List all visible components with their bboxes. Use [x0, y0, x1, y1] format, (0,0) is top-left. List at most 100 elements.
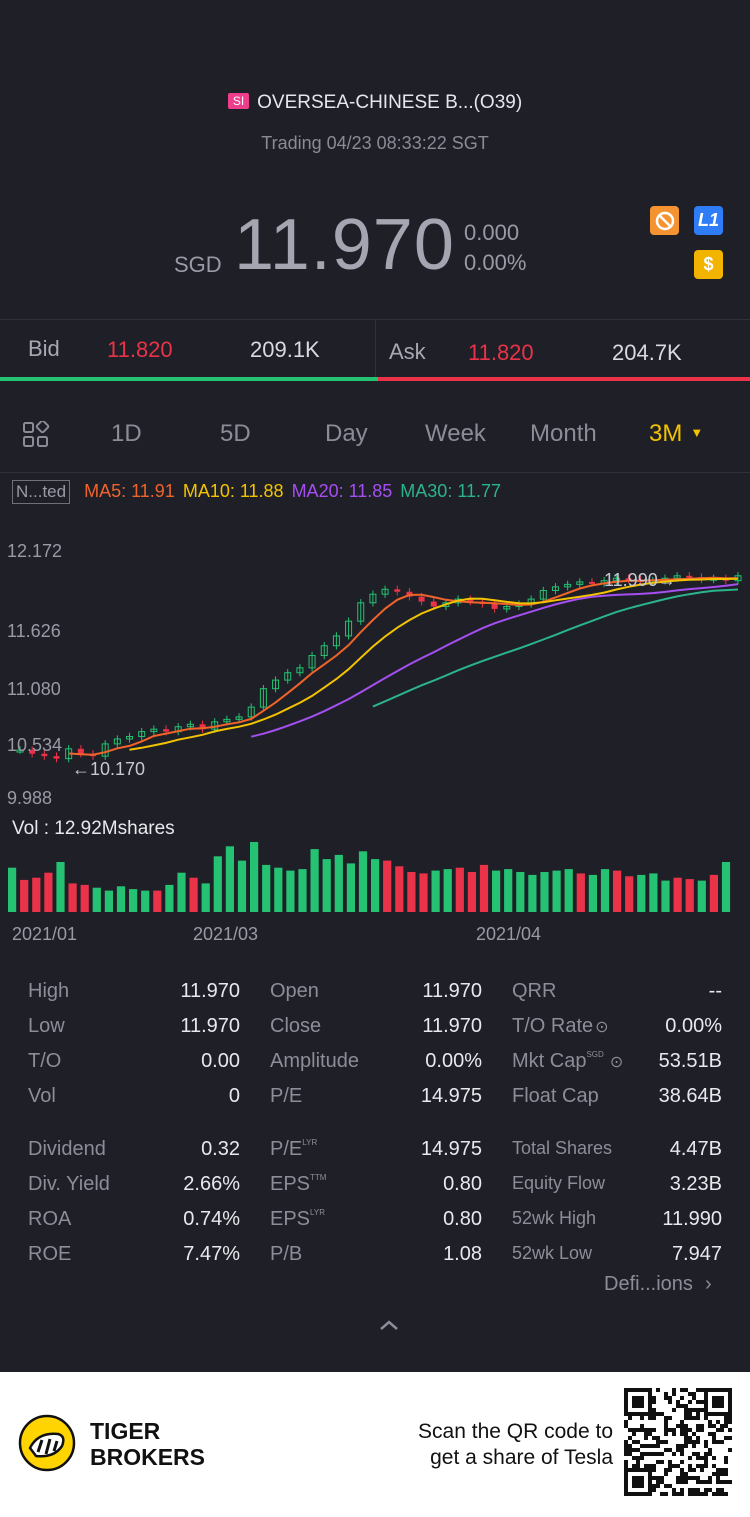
tab-1d[interactable]: 1D: [111, 420, 142, 447]
qr-module: [664, 1428, 668, 1432]
qr-module: [700, 1400, 704, 1404]
qr-module: [648, 1396, 652, 1400]
volume-chart[interactable]: [0, 840, 750, 914]
qr-module: [692, 1416, 696, 1420]
qr-module: [644, 1464, 648, 1468]
qr-module: [640, 1468, 644, 1472]
qr-module: [704, 1456, 708, 1460]
candle-body: [272, 679, 280, 690]
qr-module: [704, 1416, 708, 1420]
qr-module: [680, 1404, 684, 1408]
qr-module: [728, 1392, 732, 1396]
tab-month[interactable]: Month: [530, 420, 597, 447]
qr-module: [624, 1404, 628, 1408]
qr-module: [712, 1440, 716, 1444]
qr-module: [660, 1440, 664, 1444]
tab-day[interactable]: Day: [325, 420, 368, 447]
qr-module: [712, 1412, 716, 1416]
qr-module: [724, 1416, 728, 1420]
stat-value: 0: [228, 1085, 240, 1107]
stat-label-text: Float Cap: [512, 1085, 599, 1107]
bid-ask-divider: [375, 320, 376, 378]
prohibited-icon[interactable]: [650, 206, 679, 235]
qr-module: [676, 1400, 680, 1404]
candle-body: [320, 645, 328, 657]
qr-module: [648, 1492, 652, 1496]
chevron-up-icon[interactable]: [378, 1318, 400, 1337]
volume-bar: [576, 873, 585, 912]
volume-bar: [371, 859, 380, 912]
qr-module: [692, 1468, 696, 1472]
qr-module: [704, 1400, 708, 1404]
qr-module: [696, 1388, 700, 1392]
stat-label-text: Amplitude: [270, 1050, 359, 1072]
volume-bar: [661, 880, 670, 912]
change-percent: 0.00%: [464, 250, 527, 275]
ma5-line: [68, 576, 738, 756]
volume-bar: [613, 870, 622, 912]
definitions-link[interactable]: Defi...ions ›: [604, 1273, 712, 1296]
level-one-icon[interactable]: L1: [694, 206, 723, 235]
qr-module: [632, 1480, 636, 1484]
volume-bar: [346, 863, 355, 912]
stat-label: ROA: [28, 1208, 71, 1231]
qr-module: [640, 1424, 644, 1428]
qr-module: [712, 1472, 716, 1476]
qr-module: [648, 1416, 652, 1420]
qr-module: [640, 1484, 644, 1488]
qr-module: [724, 1412, 728, 1416]
qr-module: [644, 1452, 648, 1456]
qr-module: [712, 1464, 716, 1468]
volume-bar: [649, 873, 658, 912]
stat-label: High: [28, 980, 69, 1003]
promo-text: Scan the QR code to get a share of Tesla: [380, 1419, 613, 1471]
stat-label: Amplitude: [270, 1050, 359, 1073]
grid-icon[interactable]: [22, 419, 50, 454]
dollar-icon[interactable]: $: [694, 250, 723, 279]
stat-label-text: Open: [270, 980, 319, 1002]
qr-module: [632, 1440, 636, 1444]
qr-module: [692, 1408, 696, 1412]
qr-module: [720, 1424, 724, 1428]
stat-label-superscript: LYR: [310, 1208, 325, 1217]
qr-module: [648, 1452, 652, 1456]
qr-module: [716, 1396, 720, 1400]
qr-module: [728, 1412, 732, 1416]
qr-module: [712, 1400, 716, 1404]
bid-bar: [0, 377, 378, 381]
candlestick-chart[interactable]: [0, 530, 750, 820]
qr-module: [684, 1480, 688, 1484]
qr-module: [668, 1396, 672, 1400]
qr-module: [724, 1388, 728, 1392]
qr-module: [636, 1440, 640, 1444]
qr-module: [720, 1492, 724, 1496]
qr-module: [668, 1460, 672, 1464]
ask-price: 11.820: [468, 340, 534, 365]
qr-module: [728, 1396, 732, 1400]
info-icon[interactable]: ⊙: [595, 1019, 609, 1036]
qr-module: [688, 1492, 692, 1496]
tab-5d[interactable]: 5D: [220, 420, 251, 447]
qr-module: [656, 1436, 660, 1440]
qr-module: [680, 1488, 684, 1492]
candle-body: [29, 750, 36, 754]
qr-module: [636, 1448, 640, 1452]
qr-module: [728, 1420, 732, 1424]
tab-week[interactable]: Week: [425, 420, 486, 447]
volume-bar: [189, 877, 198, 912]
ma10-value: MA10: 11.88: [182, 481, 284, 501]
qr-module: [684, 1432, 688, 1436]
qr-module: [668, 1416, 672, 1420]
qr-module: [684, 1424, 688, 1428]
qr-module: [700, 1468, 704, 1472]
stat-label: 52wk Low: [512, 1243, 592, 1264]
y-tick-label: 11.080: [7, 679, 61, 699]
qr-module: [696, 1456, 700, 1460]
qr-module: [652, 1412, 656, 1416]
qr-module: [628, 1436, 632, 1440]
adjust-mode-button[interactable]: N...ted: [12, 480, 71, 504]
tab-3m[interactable]: 3M ▼: [649, 420, 703, 448]
stat-value: 0.32: [201, 1138, 240, 1160]
info-icon[interactable]: ⊙: [609, 1054, 624, 1071]
qr-module: [656, 1440, 660, 1444]
